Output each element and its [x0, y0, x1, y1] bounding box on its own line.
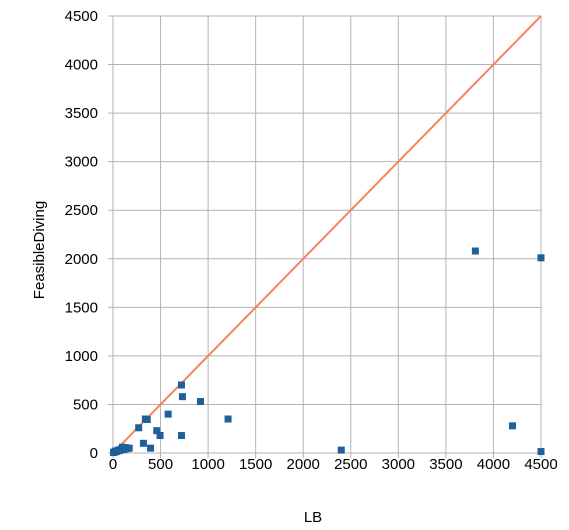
- data-point: [125, 444, 133, 452]
- y-tick-label: 3500: [65, 105, 98, 122]
- x-tick-label: 500: [148, 456, 173, 473]
- data-point: [147, 444, 155, 452]
- x-tick-label: 0: [109, 456, 117, 473]
- x-tick-label: 1000: [191, 456, 224, 473]
- y-tick-label: 3000: [65, 154, 98, 171]
- data-point: [224, 415, 232, 423]
- data-point: [177, 381, 185, 389]
- data-point: [177, 432, 185, 440]
- data-points: [109, 247, 545, 457]
- y-axis-title: FeasibleDiving: [31, 201, 48, 299]
- tick-labels: 0 500 1000 1500 2000 2500 3000 3500 4000 4500 0 500…: [65, 8, 558, 473]
- x-tick-label: 3000: [382, 456, 415, 473]
- data-point: [537, 448, 545, 456]
- data-point: [508, 422, 516, 430]
- y-tick-label: 1500: [65, 299, 98, 316]
- x-tick-label: 1500: [239, 456, 272, 473]
- data-point: [178, 393, 186, 401]
- x-tick-label: 4500: [524, 456, 557, 473]
- x-tick-label: 2500: [334, 456, 367, 473]
- y-tick-label: 4000: [65, 57, 98, 74]
- data-point: [139, 439, 147, 447]
- y-tick-label: 500: [73, 396, 98, 413]
- data-point: [337, 446, 345, 454]
- axes: [112, 16, 541, 454]
- x-axis-title: LB: [304, 509, 322, 526]
- data-point: [135, 424, 143, 432]
- data-point: [537, 254, 545, 262]
- data-point: [153, 427, 161, 435]
- y-tick-label: 2000: [65, 251, 98, 268]
- y-tick-label: 2500: [65, 202, 98, 219]
- x-tick-label: 3500: [429, 456, 462, 473]
- y-tick-label: 1000: [65, 348, 98, 365]
- x-tick-label: 2000: [287, 456, 320, 473]
- data-point: [143, 415, 151, 423]
- data-point: [197, 398, 205, 406]
- data-point: [156, 432, 164, 440]
- y-tick-label: 0: [90, 445, 98, 462]
- y-tick-label: 4500: [65, 8, 98, 25]
- data-point: [471, 247, 479, 255]
- reference-line-layer: [112, 15, 542, 454]
- data-point: [164, 410, 172, 418]
- x-tick-label: 4000: [477, 456, 510, 473]
- reference-line: [112, 15, 542, 454]
